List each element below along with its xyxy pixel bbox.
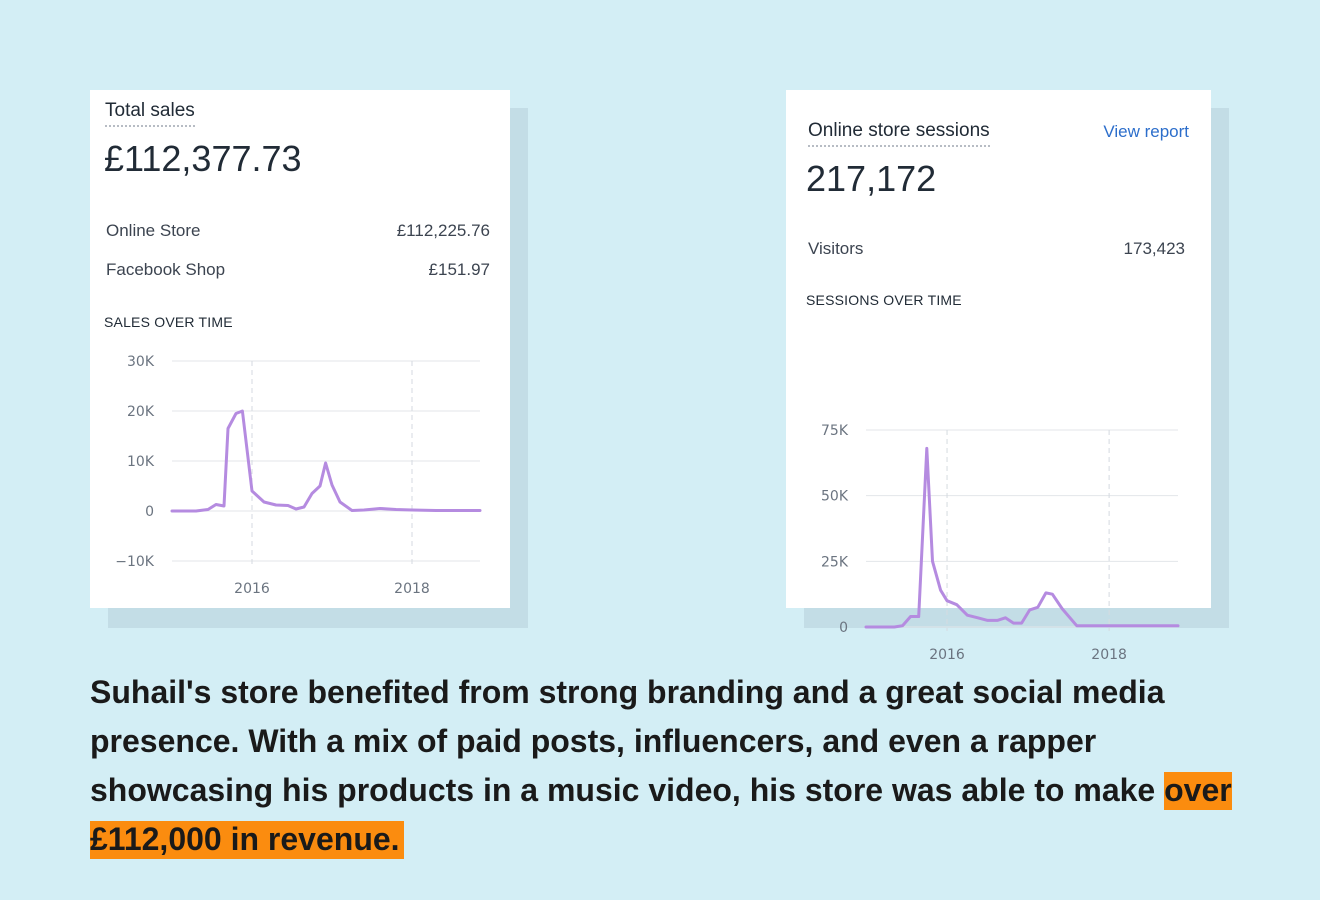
sessions-y-tick-label: 50K — [821, 489, 849, 505]
sessions-title[interactable]: Online store sessions — [808, 120, 990, 147]
sales-over-time-label: SALES OVER TIME — [104, 314, 233, 330]
sessions-over-time-label: SESSIONS OVER TIME — [806, 292, 962, 308]
total-sales-title[interactable]: Total sales — [105, 100, 195, 127]
visitors-label: Visitors — [808, 239, 864, 258]
sales-series-line — [170, 409, 482, 513]
facebook-shop-label: Facebook Shop — [106, 260, 226, 279]
visitors-value: 173,423 — [1123, 239, 1185, 258]
sales-x-tick-label: 2016 — [234, 581, 270, 597]
online-store-value: £112,225.76 — [396, 221, 490, 240]
sessions-y-tick-label: 0 — [839, 620, 848, 636]
sessions-value: 217,172 — [806, 158, 937, 199]
facebook-shop-value: £151.97 — [428, 260, 490, 279]
sales-x-tick-label: 2018 — [394, 581, 430, 597]
sessions-series-line — [864, 446, 1180, 629]
sales-y-tick-label: −10K — [115, 554, 155, 570]
sales-y-tick-label: 10K — [127, 454, 155, 470]
sessions-x-tick-label: 2016 — [929, 647, 965, 663]
caption-text: Suhail's store benefited from strong bra… — [90, 674, 1165, 808]
view-report-link[interactable]: View report — [1103, 122, 1189, 141]
total-sales-value: £112,377.73 — [104, 138, 302, 179]
sessions-card: Online store sessions View report 217,17… — [786, 90, 1211, 663]
sales-y-tick-label: 0 — [145, 504, 154, 520]
sessions-over-time-chart: 75K 50K 25K 0 2016 2018 — [821, 423, 1180, 663]
total-sales-card: Total sales £112,377.73 Online Store £11… — [90, 90, 510, 608]
caption-paragraph: Suhail's store benefited from strong bra… — [90, 668, 1250, 864]
online-store-label: Online Store — [106, 221, 201, 240]
sales-y-tick-label: 30K — [127, 354, 155, 370]
sessions-y-tick-label: 25K — [821, 554, 849, 570]
sessions-x-tick-label: 2018 — [1091, 647, 1127, 663]
sales-y-tick-label: 20K — [127, 404, 155, 420]
sessions-y-tick-label: 75K — [821, 423, 849, 439]
sales-over-time-chart: 30K 20K 10K 0 −10K 2016 2018 — [115, 354, 482, 597]
